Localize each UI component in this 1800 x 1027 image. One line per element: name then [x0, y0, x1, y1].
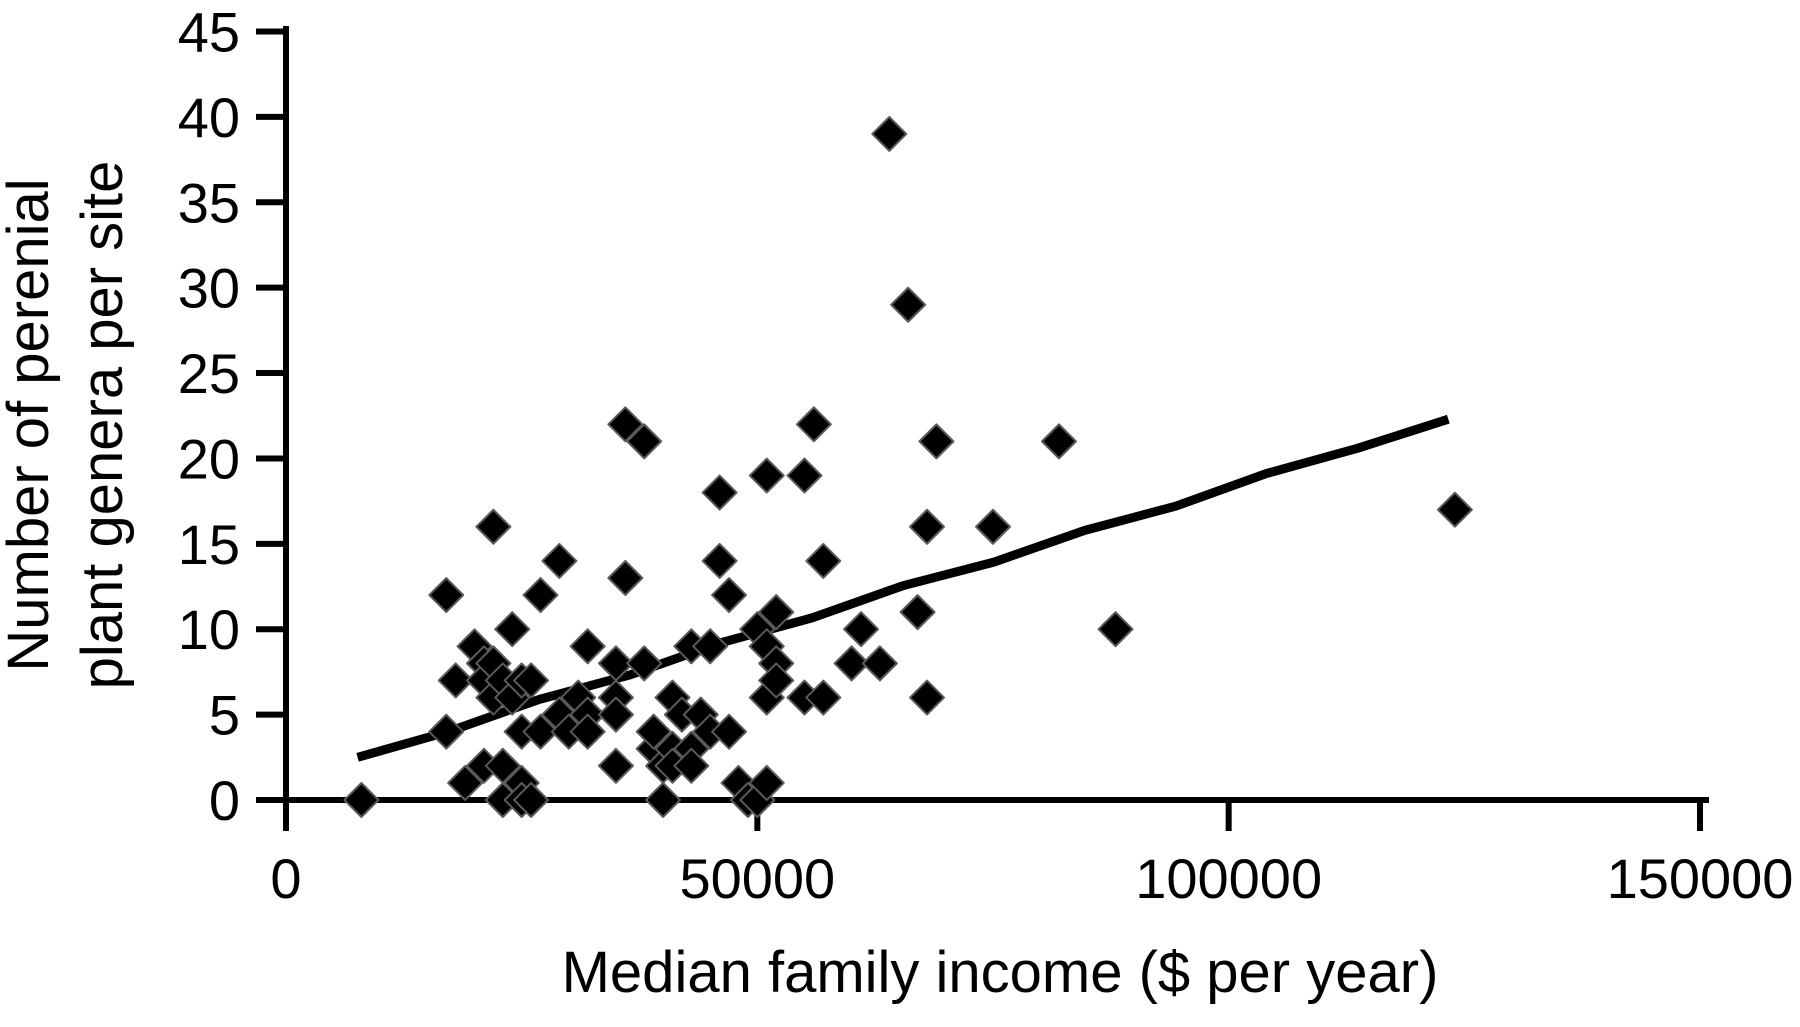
data-point-diamond	[871, 115, 908, 152]
y-tick-label: 35	[178, 171, 240, 234]
y-tick-label: 5	[209, 684, 240, 747]
data-point-diamond	[597, 696, 634, 733]
data-point-diamond	[899, 594, 936, 631]
data-point-diamond	[805, 542, 842, 579]
y-tick-label: 15	[178, 513, 240, 576]
data-point-diamond	[645, 782, 682, 818]
data-point-diamond	[748, 457, 785, 494]
data-point-diamond	[569, 628, 606, 665]
x-axis-title-text: Median family income ($ per year)	[562, 940, 1439, 1005]
data-point-diamond	[758, 594, 795, 631]
data-point-diamond	[692, 628, 729, 665]
data-point-diamond	[626, 645, 663, 682]
data-point-diamond	[918, 423, 955, 460]
y-tick-label: 30	[178, 257, 240, 320]
x-tick-label: 100000	[1135, 847, 1322, 910]
data-point-diamond	[437, 662, 474, 699]
x-tick-label: 50000	[679, 847, 835, 910]
data-point-diamond	[711, 713, 748, 750]
data-point-diamond	[475, 508, 512, 545]
data-point-diamond	[541, 542, 578, 579]
y-tick-label: 0	[209, 769, 240, 832]
data-point-diamond	[673, 747, 710, 784]
data-point-diamond	[522, 713, 559, 750]
y-axis-title-line2: plant genera per site	[70, 161, 135, 690]
data-point-diamond	[343, 782, 380, 818]
y-tick-label: 25	[178, 342, 240, 405]
y-tick-label: 45	[178, 1, 240, 64]
data-point-diamond	[909, 679, 946, 716]
data-point-diamond	[1040, 423, 1077, 460]
data-point-diamond	[890, 286, 927, 323]
data-point-diamond	[805, 679, 842, 716]
y-axis-title: Number of perenial plant genera per site	[0, 161, 135, 690]
data-point-diamond	[513, 782, 550, 818]
data-point-diamond	[758, 662, 795, 699]
y-tick-label: 20	[178, 427, 240, 490]
x-axis-title: Median family income ($ per year)	[562, 940, 1439, 1005]
data-point-diamond	[795, 406, 832, 443]
data-point-diamond	[607, 559, 644, 596]
data-point-diamond	[701, 542, 738, 579]
data-point-diamond	[597, 747, 634, 784]
data-point-diamond	[786, 457, 823, 494]
data-point-diamond	[748, 764, 785, 801]
x-tick-label: 150000	[1607, 847, 1794, 910]
trend-line-path	[356, 414, 1450, 762]
data-point-diamond	[569, 713, 606, 750]
data-point-diamond	[833, 645, 870, 682]
data-point-diamond	[428, 713, 465, 750]
data-point-diamond	[494, 611, 531, 648]
data-point-diamond	[861, 645, 898, 682]
y-tick-label: 40	[178, 86, 240, 149]
data-point-diamond	[607, 406, 644, 443]
data-point-diamond	[701, 474, 738, 511]
data-point-diamond	[909, 508, 946, 545]
data-point-diamond	[843, 611, 880, 648]
y-tick-labels: 0 5 10 15 20 25 30 35 40 45	[178, 1, 240, 833]
data-point-diamond	[635, 713, 672, 750]
data-point-diamond	[711, 577, 748, 614]
data-point-diamond	[522, 577, 559, 614]
data-points	[343, 115, 1473, 818]
axes	[256, 26, 1709, 831]
x-tick-labels: 0 50000 100000 150000	[270, 847, 1793, 910]
data-point-diamond	[1436, 491, 1473, 528]
trend-line	[356, 414, 1450, 762]
data-point-diamond	[428, 577, 465, 614]
data-point-diamond	[1097, 611, 1134, 648]
data-point-diamond	[447, 764, 484, 801]
y-axis-title-line1: Number of perenial	[0, 178, 61, 671]
y-tick-label: 10	[178, 598, 240, 661]
data-point-diamond	[626, 423, 663, 460]
x-tick-label: 0	[270, 847, 301, 910]
data-point-diamond	[975, 508, 1011, 545]
data-point-diamond	[513, 662, 550, 699]
